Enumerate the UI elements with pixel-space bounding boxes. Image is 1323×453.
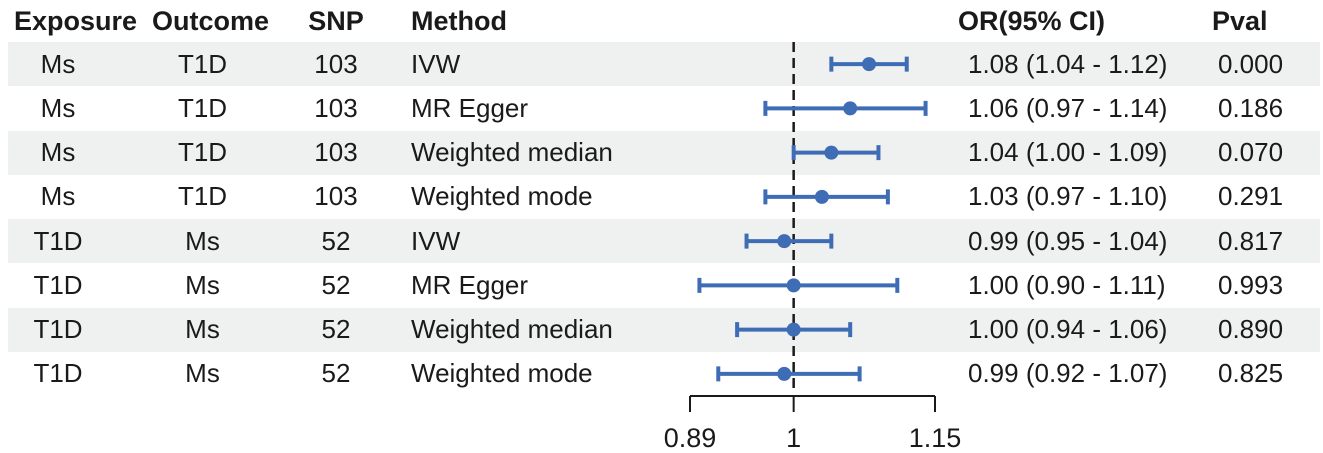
- table-body: Ms T1D 103 IVW 1.08 (1.04 - 1.12) 0.000 …: [8, 42, 1320, 396]
- col-header-or-ci: OR(95% CI): [958, 5, 1106, 36]
- cell-snp: 103: [314, 48, 358, 79]
- cell-pval: 0.070: [1218, 137, 1284, 168]
- table-row: Ms T1D 103 Weighted mode 1.03 (0.97 - 1.…: [8, 175, 1320, 219]
- cell-or-ci: 0.99 (0.95 - 1.04): [968, 225, 1168, 256]
- cell-outcome: Ms: [185, 314, 220, 345]
- cell-exposure: Ms: [40, 92, 76, 123]
- cell-pval: 0.000: [1218, 48, 1284, 79]
- cell-pval: 0.825: [1218, 358, 1284, 389]
- table-row: T1D Ms 52 MR Egger 1.00 (0.90 - 1.11) 0.…: [8, 263, 1320, 307]
- x-axis-tick-label: 1.15: [909, 423, 962, 453]
- cell-pval: 0.890: [1218, 314, 1284, 345]
- cell-outcome: Ms: [185, 358, 220, 389]
- cell-or-ci: 1.08 (1.04 - 1.12): [968, 48, 1168, 79]
- cell-exposure: T1D: [33, 225, 83, 256]
- cell-or-ci: 1.03 (0.97 - 1.10): [968, 181, 1168, 212]
- cell-or-ci: 1.06 (0.97 - 1.14): [968, 92, 1168, 123]
- cell-or-ci: 1.00 (0.90 - 1.11): [968, 269, 1166, 300]
- cell-snp: 103: [314, 137, 358, 168]
- cell-outcome: Ms: [185, 269, 220, 300]
- cell-exposure: T1D: [33, 358, 83, 389]
- table-row: T1D Ms 52 Weighted mode 0.99 (0.92 - 1.0…: [8, 352, 1320, 396]
- x-axis-tick-label: 1: [786, 423, 801, 453]
- col-header-method: Method: [411, 5, 507, 36]
- cell-method: Weighted median: [411, 137, 613, 168]
- cell-outcome: T1D: [177, 137, 228, 168]
- col-header-exposure: Exposure: [14, 5, 138, 36]
- cell-method: IVW: [411, 48, 461, 79]
- cell-pval: 0.291: [1218, 181, 1284, 212]
- table-row: T1D Ms 52 IVW 0.99 (0.95 - 1.04) 0.817: [8, 219, 1320, 264]
- cell-snp: 52: [321, 225, 351, 256]
- cell-or-ci: 0.99 (0.92 - 1.07): [968, 358, 1168, 389]
- cell-exposure: Ms: [40, 181, 76, 212]
- cell-or-ci: 1.04 (1.00 - 1.09): [968, 137, 1168, 168]
- cell-method: Weighted mode: [411, 358, 593, 389]
- cell-snp: 52: [321, 358, 351, 389]
- cell-method: Weighted mode: [411, 181, 593, 212]
- table-row: Ms T1D 103 Weighted median 1.04 (1.00 - …: [8, 130, 1320, 175]
- cell-method: MR Egger: [411, 269, 529, 300]
- cell-snp: 52: [321, 314, 351, 345]
- cell-outcome: Ms: [185, 225, 220, 256]
- cell-outcome: T1D: [177, 48, 228, 79]
- cell-exposure: Ms: [40, 48, 76, 79]
- cell-or-ci: 1.00 (0.94 - 1.06): [968, 314, 1168, 345]
- cell-snp: 103: [314, 181, 358, 212]
- cell-exposure: Ms: [40, 137, 76, 168]
- cell-pval: 0.817: [1218, 225, 1284, 256]
- cell-exposure: T1D: [33, 269, 83, 300]
- col-header-snp: SNP: [308, 5, 364, 36]
- table-row: Ms T1D 103 MR Egger 1.06 (0.97 - 1.14) 0…: [8, 86, 1320, 130]
- table-row: Ms T1D 103 IVW 1.08 (1.04 - 1.12) 0.000: [8, 42, 1320, 87]
- cell-outcome: T1D: [177, 92, 228, 123]
- table-row: T1D Ms 52 Weighted median 1.00 (0.94 - 1…: [8, 307, 1320, 352]
- cell-snp: 103: [314, 92, 358, 123]
- x-axis-tick-label: 0.89: [664, 423, 717, 453]
- cell-method: IVW: [411, 225, 461, 256]
- cell-method: Weighted median: [411, 314, 613, 345]
- cell-pval: 0.186: [1218, 92, 1284, 123]
- cell-pval: 0.993: [1218, 269, 1284, 300]
- cell-exposure: T1D: [33, 314, 83, 345]
- col-header-outcome: Outcome: [152, 5, 270, 36]
- cell-outcome: T1D: [177, 181, 228, 212]
- cell-method: MR Egger: [411, 92, 529, 123]
- col-header-pval: Pval: [1212, 5, 1268, 36]
- cell-snp: 52: [321, 269, 351, 300]
